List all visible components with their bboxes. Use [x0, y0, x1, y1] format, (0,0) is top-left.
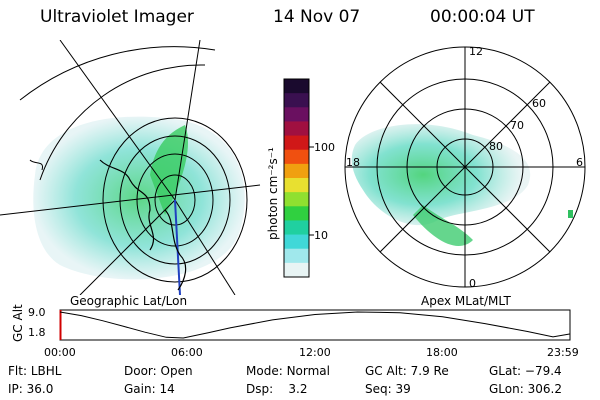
earth-disk-emission [33, 116, 245, 280]
colorbar-stripe [284, 93, 309, 108]
auroral-oval [351, 124, 531, 226]
mlt-label-18: 18 [346, 156, 360, 169]
timeline-x-tick-2: 12:00 [299, 346, 331, 359]
status-gain: Gain: 14 [124, 382, 175, 396]
timeline-x-tick-0: 00:00 [44, 346, 76, 359]
status-dsp: Dsp: 3.2 [246, 382, 308, 396]
timeline-x-tick-4: 23:59 [547, 346, 579, 359]
colorbar-stripe [284, 234, 309, 250]
status-door: Door: Open [124, 364, 193, 378]
colorbar-stripe [284, 79, 309, 94]
status-mode: Mode: Normal [246, 364, 330, 378]
image-date: 14 Nov 07 [273, 7, 361, 27]
mlt-label-12: 12 [469, 45, 483, 58]
colorbar-stripe [284, 220, 309, 236]
instrument-title: Ultraviolet Imager [40, 7, 194, 27]
geographic-map [0, 40, 261, 295]
timeline-x-tick-1: 06:00 [171, 346, 203, 359]
status-ip: IP: 36.0 [8, 382, 54, 396]
mlt-label-6: 6 [576, 156, 583, 169]
status-seq: Seq: 39 [365, 382, 411, 396]
colorbar-stripe [284, 192, 309, 207]
colorbar-unit-label: photon cm⁻²s⁻¹ [266, 147, 280, 240]
colorbar-stripe [284, 262, 309, 278]
altitude-line [59, 311, 570, 339]
mlat-label-70: 70 [510, 119, 524, 132]
colorbar-stripe [284, 121, 309, 137]
colorbar [283, 78, 314, 278]
colorbar-stripe [284, 135, 309, 151]
status-filter: Flt: LBHL [8, 364, 62, 378]
geo-map-caption: Geographic Lat/Lon [70, 294, 188, 308]
timeline-y-tick-1-8: 1.8 [28, 326, 46, 339]
altitude-timeline [59, 309, 571, 341]
colorbar-stripe [284, 149, 309, 165]
colorbar-stripe [284, 107, 309, 122]
timeline-y-label: GC Alt [11, 304, 25, 342]
image-time: 00:00:04 UT [430, 7, 535, 27]
mlt-label-0: 0 [469, 277, 476, 290]
timeline-x-tick-3: 18:00 [426, 346, 458, 359]
magnetic-polar-map [344, 46, 586, 288]
colorbar-stripe [284, 163, 309, 179]
status-glon: GLon: 306.2 [489, 382, 562, 396]
status-gc-alt: GC Alt: 7.9 Re [365, 364, 449, 378]
mlat-label-60: 60 [532, 97, 546, 110]
colorbar-stripe [284, 248, 309, 264]
colorbar-tick-10: 10 [314, 229, 328, 242]
mlat-label-80: 80 [489, 140, 503, 153]
mag-map-caption: Apex MLat/MLT [421, 294, 511, 308]
colorbar-stripe [284, 178, 309, 193]
colorbar-stripe [284, 206, 309, 221]
status-glat: GLat: −79.4 [489, 364, 562, 378]
timeline-y-tick-9: 9.0 [28, 306, 46, 319]
colorbar-tick-100: 100 [314, 141, 335, 154]
